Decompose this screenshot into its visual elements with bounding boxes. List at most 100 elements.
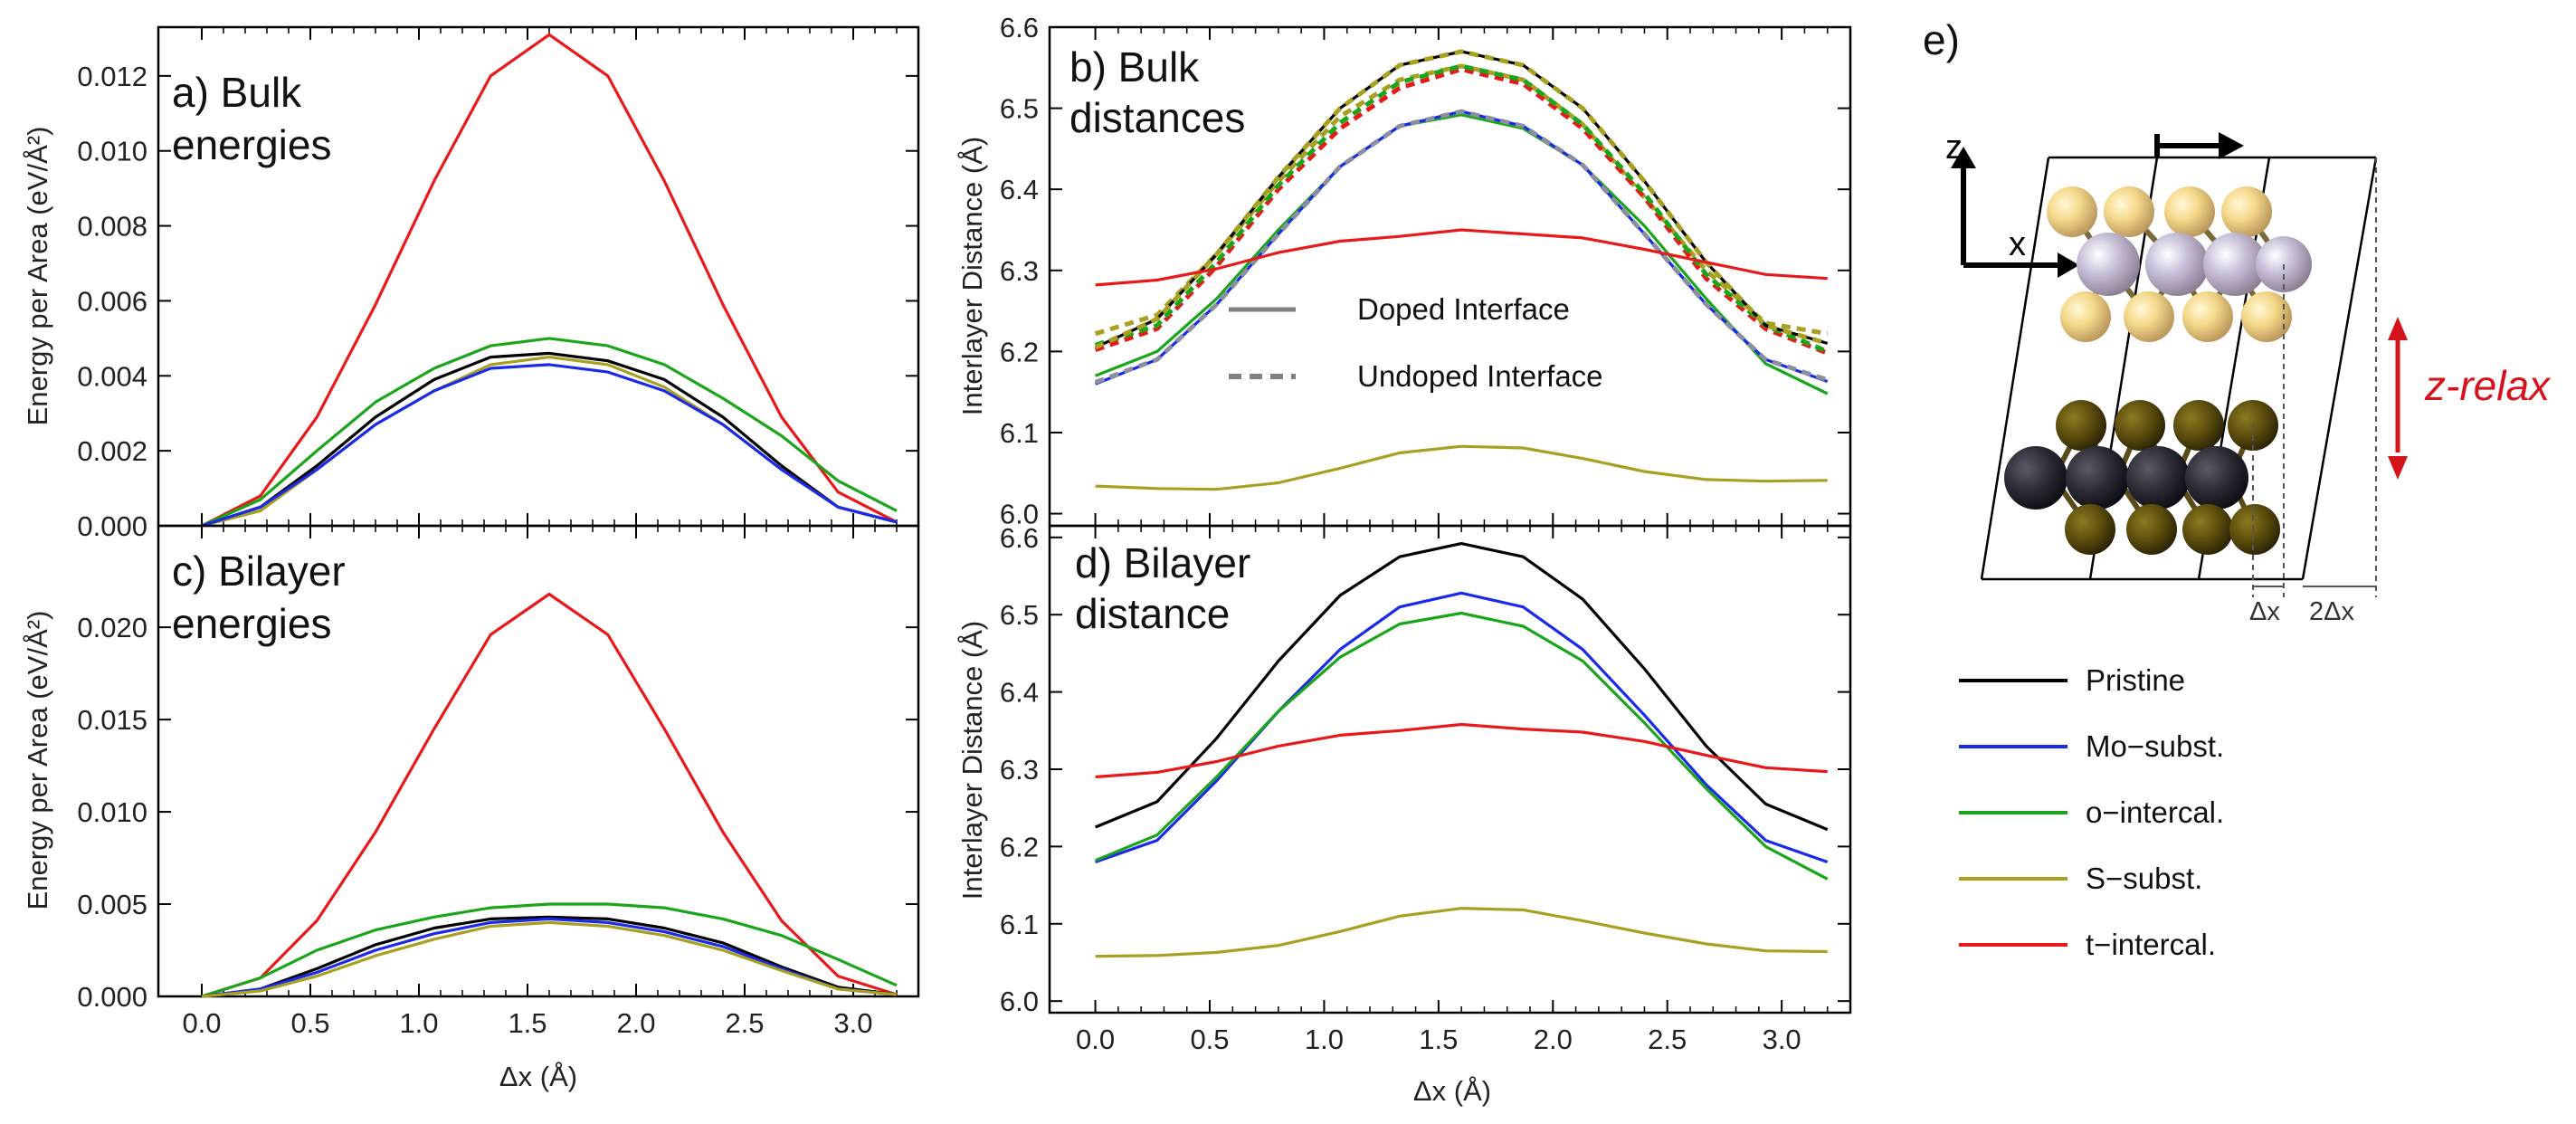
panel-d-bilayer-distance: d) Bilayer distance Interlayer Distance … bbox=[956, 522, 1852, 1107]
top-layer-atoms bbox=[2047, 186, 2312, 342]
xtick-label: 2.5 bbox=[1648, 1024, 1687, 1055]
ytick-label: 0.000 bbox=[77, 981, 147, 1013]
series-line-pristine bbox=[201, 351, 898, 528]
series-line-mo-subst- bbox=[201, 363, 898, 528]
ytick-label: 6.2 bbox=[1000, 336, 1039, 367]
panel-d-ticks: 6.0 6.1 6.2 6.3 6.4 6.5 6.6 0.0 0.5 1.0 1.5 2.0 2.5 3… bbox=[1000, 522, 1850, 1055]
panel-a-title-line1: a) Bulk bbox=[172, 69, 302, 116]
xtick-label: 3.0 bbox=[1763, 1024, 1801, 1055]
panel-c-ylabel: Energy per Area (eV/Å²) bbox=[22, 611, 53, 910]
series-line-o-intercal- bbox=[1095, 113, 1829, 395]
panel-e-label: e) bbox=[1923, 16, 1960, 63]
xtick-label: 3.0 bbox=[833, 1007, 872, 1039]
series-line-t-intercal- bbox=[1095, 722, 1828, 779]
legend-label: S−subst. bbox=[2086, 862, 2202, 895]
legend-label: o−intercal. bbox=[2086, 795, 2224, 829]
ytick-label: 0.020 bbox=[77, 612, 147, 643]
ytick-label: 0.000 bbox=[77, 510, 147, 542]
legend-doped-label: Doped Interface bbox=[1357, 292, 1570, 326]
ytick-label: 0.004 bbox=[77, 360, 147, 392]
series-legend: Pristine Mo−subst. o−intercal. S−subst. t−in… bbox=[1959, 663, 2224, 961]
panel-c-ticks: 0.000 0.005 0.010 0.015 0.020 0.0 0.5 1.0 1.5 2.0… bbox=[77, 526, 918, 1039]
series-line-o-intercal- bbox=[201, 337, 898, 528]
panel-c-frame bbox=[157, 524, 920, 998]
xtick-label: 1.0 bbox=[1305, 1024, 1344, 1055]
panel-d-title-line2: distance bbox=[1075, 590, 1230, 637]
panel-c-series bbox=[201, 592, 898, 998]
panel-a-series bbox=[201, 33, 898, 528]
ytick-label: 6.1 bbox=[1000, 417, 1039, 449]
panel-b-bulk-distances: b) Bulk distances Interlayer Distance (Å… bbox=[956, 12, 1852, 530]
series-line-t-intercal- bbox=[201, 592, 898, 998]
ytick-label: 0.002 bbox=[77, 435, 147, 467]
panel-b-title-line2: distances bbox=[1069, 94, 1245, 141]
z-relax-arrow-icon bbox=[2388, 317, 2408, 480]
panel-e-structure: e) z x bbox=[1923, 16, 2552, 961]
legend-undoped-label: Undoped Interface bbox=[1357, 359, 1603, 393]
legend-label: t−intercal. bbox=[2086, 928, 2216, 961]
series-line-mo-subst- bbox=[201, 917, 898, 998]
ytick-label: 6.6 bbox=[1000, 522, 1039, 554]
ytick-label: 6.6 bbox=[1000, 12, 1039, 43]
series-line-mo-subst- bbox=[1095, 591, 1829, 864]
axis-z-label: z bbox=[1945, 129, 1963, 167]
ytick-label: 0.012 bbox=[77, 61, 147, 92]
xtick-label: 0.0 bbox=[182, 1007, 221, 1039]
ytick-label: 0.008 bbox=[77, 211, 147, 243]
xtick-label: 2.0 bbox=[616, 1007, 655, 1039]
series-line-mo-subst- bbox=[1095, 110, 1829, 386]
two-dx-label: 2Δx bbox=[2309, 597, 2354, 626]
xtick-label: 0.5 bbox=[290, 1007, 329, 1039]
ytick-label: 0.015 bbox=[77, 704, 147, 736]
series-line-pristine bbox=[1094, 541, 1829, 832]
series-line-s-subst- bbox=[1095, 907, 1828, 958]
ytick-label: 6.0 bbox=[1000, 986, 1039, 1017]
panel-d-title-line1: d) Bilayer bbox=[1075, 539, 1250, 586]
panel-b-ylabel: Interlayer Distance (Å) bbox=[956, 137, 988, 415]
series-line-mo-subst-undoped bbox=[1094, 109, 1829, 385]
ytick-label: 0.010 bbox=[77, 136, 147, 167]
series-line-pristine bbox=[201, 915, 898, 998]
series-line-s-subst- bbox=[201, 920, 898, 998]
xtick-label: 1.5 bbox=[1419, 1024, 1458, 1055]
panel-a-bulk-energies: a) Bulk energies Energy per Area (eV/Å²)… bbox=[22, 25, 920, 542]
axis-x-label: x bbox=[2009, 225, 2026, 263]
ytick-label: 6.1 bbox=[1000, 909, 1039, 940]
ytick-label: 6.2 bbox=[1000, 831, 1039, 862]
panel-a-ylabel: Energy per Area (eV/Å²) bbox=[22, 127, 53, 426]
panel-a-title-line2: energies bbox=[172, 121, 331, 168]
series-line-t-intercal- bbox=[201, 33, 898, 528]
z-relax-label: z-relax bbox=[2424, 362, 2552, 409]
ytick-label: 6.5 bbox=[1000, 599, 1039, 631]
ytick-label: 6.3 bbox=[1000, 255, 1039, 287]
panel-a-ticks: 0.000 0.002 0.004 0.006 0.008 0.010 0.012 bbox=[77, 27, 918, 542]
xtick-label: 2.5 bbox=[725, 1007, 764, 1039]
series-line-t-intercal-undoped bbox=[1094, 67, 1829, 356]
bottom-layer-atoms bbox=[2004, 400, 2280, 555]
panel-d-xlabel: Δx (Å) bbox=[1413, 1075, 1491, 1107]
series-line-s-subst-undoped bbox=[1094, 63, 1829, 337]
xtick-label: 1.5 bbox=[508, 1007, 547, 1039]
series-line-t-intercal- bbox=[1095, 228, 1828, 287]
ytick-label: 6.0 bbox=[1000, 499, 1039, 530]
panel-c-bilayer-energies: c) Bilayer energies Energy per Area (eV/… bbox=[22, 524, 920, 1092]
panel-c-title-line2: energies bbox=[172, 600, 331, 647]
ytick-label: 6.3 bbox=[1000, 754, 1039, 786]
panel-d-ylabel: Interlayer Distance (Å) bbox=[956, 621, 988, 900]
series-line-s-subst- bbox=[201, 356, 898, 528]
dx-label: Δx bbox=[2249, 597, 2280, 626]
legend-label: Pristine bbox=[2086, 663, 2185, 697]
ytick-label: 0.010 bbox=[77, 796, 147, 828]
dx-guides bbox=[2252, 157, 2377, 597]
series-line-o-intercal- bbox=[201, 902, 898, 998]
ytick-label: 6.5 bbox=[1000, 93, 1039, 125]
ytick-label: 6.4 bbox=[1000, 677, 1039, 709]
panel-c-title-line1: c) Bilayer bbox=[172, 548, 346, 595]
panel-d-series bbox=[1094, 541, 1829, 958]
series-line-o-intercal-undoped bbox=[1094, 63, 1829, 354]
legend-label: Mo−subst. bbox=[2086, 729, 2224, 763]
xtick-label: 0.0 bbox=[1076, 1024, 1115, 1055]
panel-c-xlabel: Δx (Å) bbox=[499, 1061, 577, 1092]
coordinate-axes: z x bbox=[1945, 129, 2079, 278]
